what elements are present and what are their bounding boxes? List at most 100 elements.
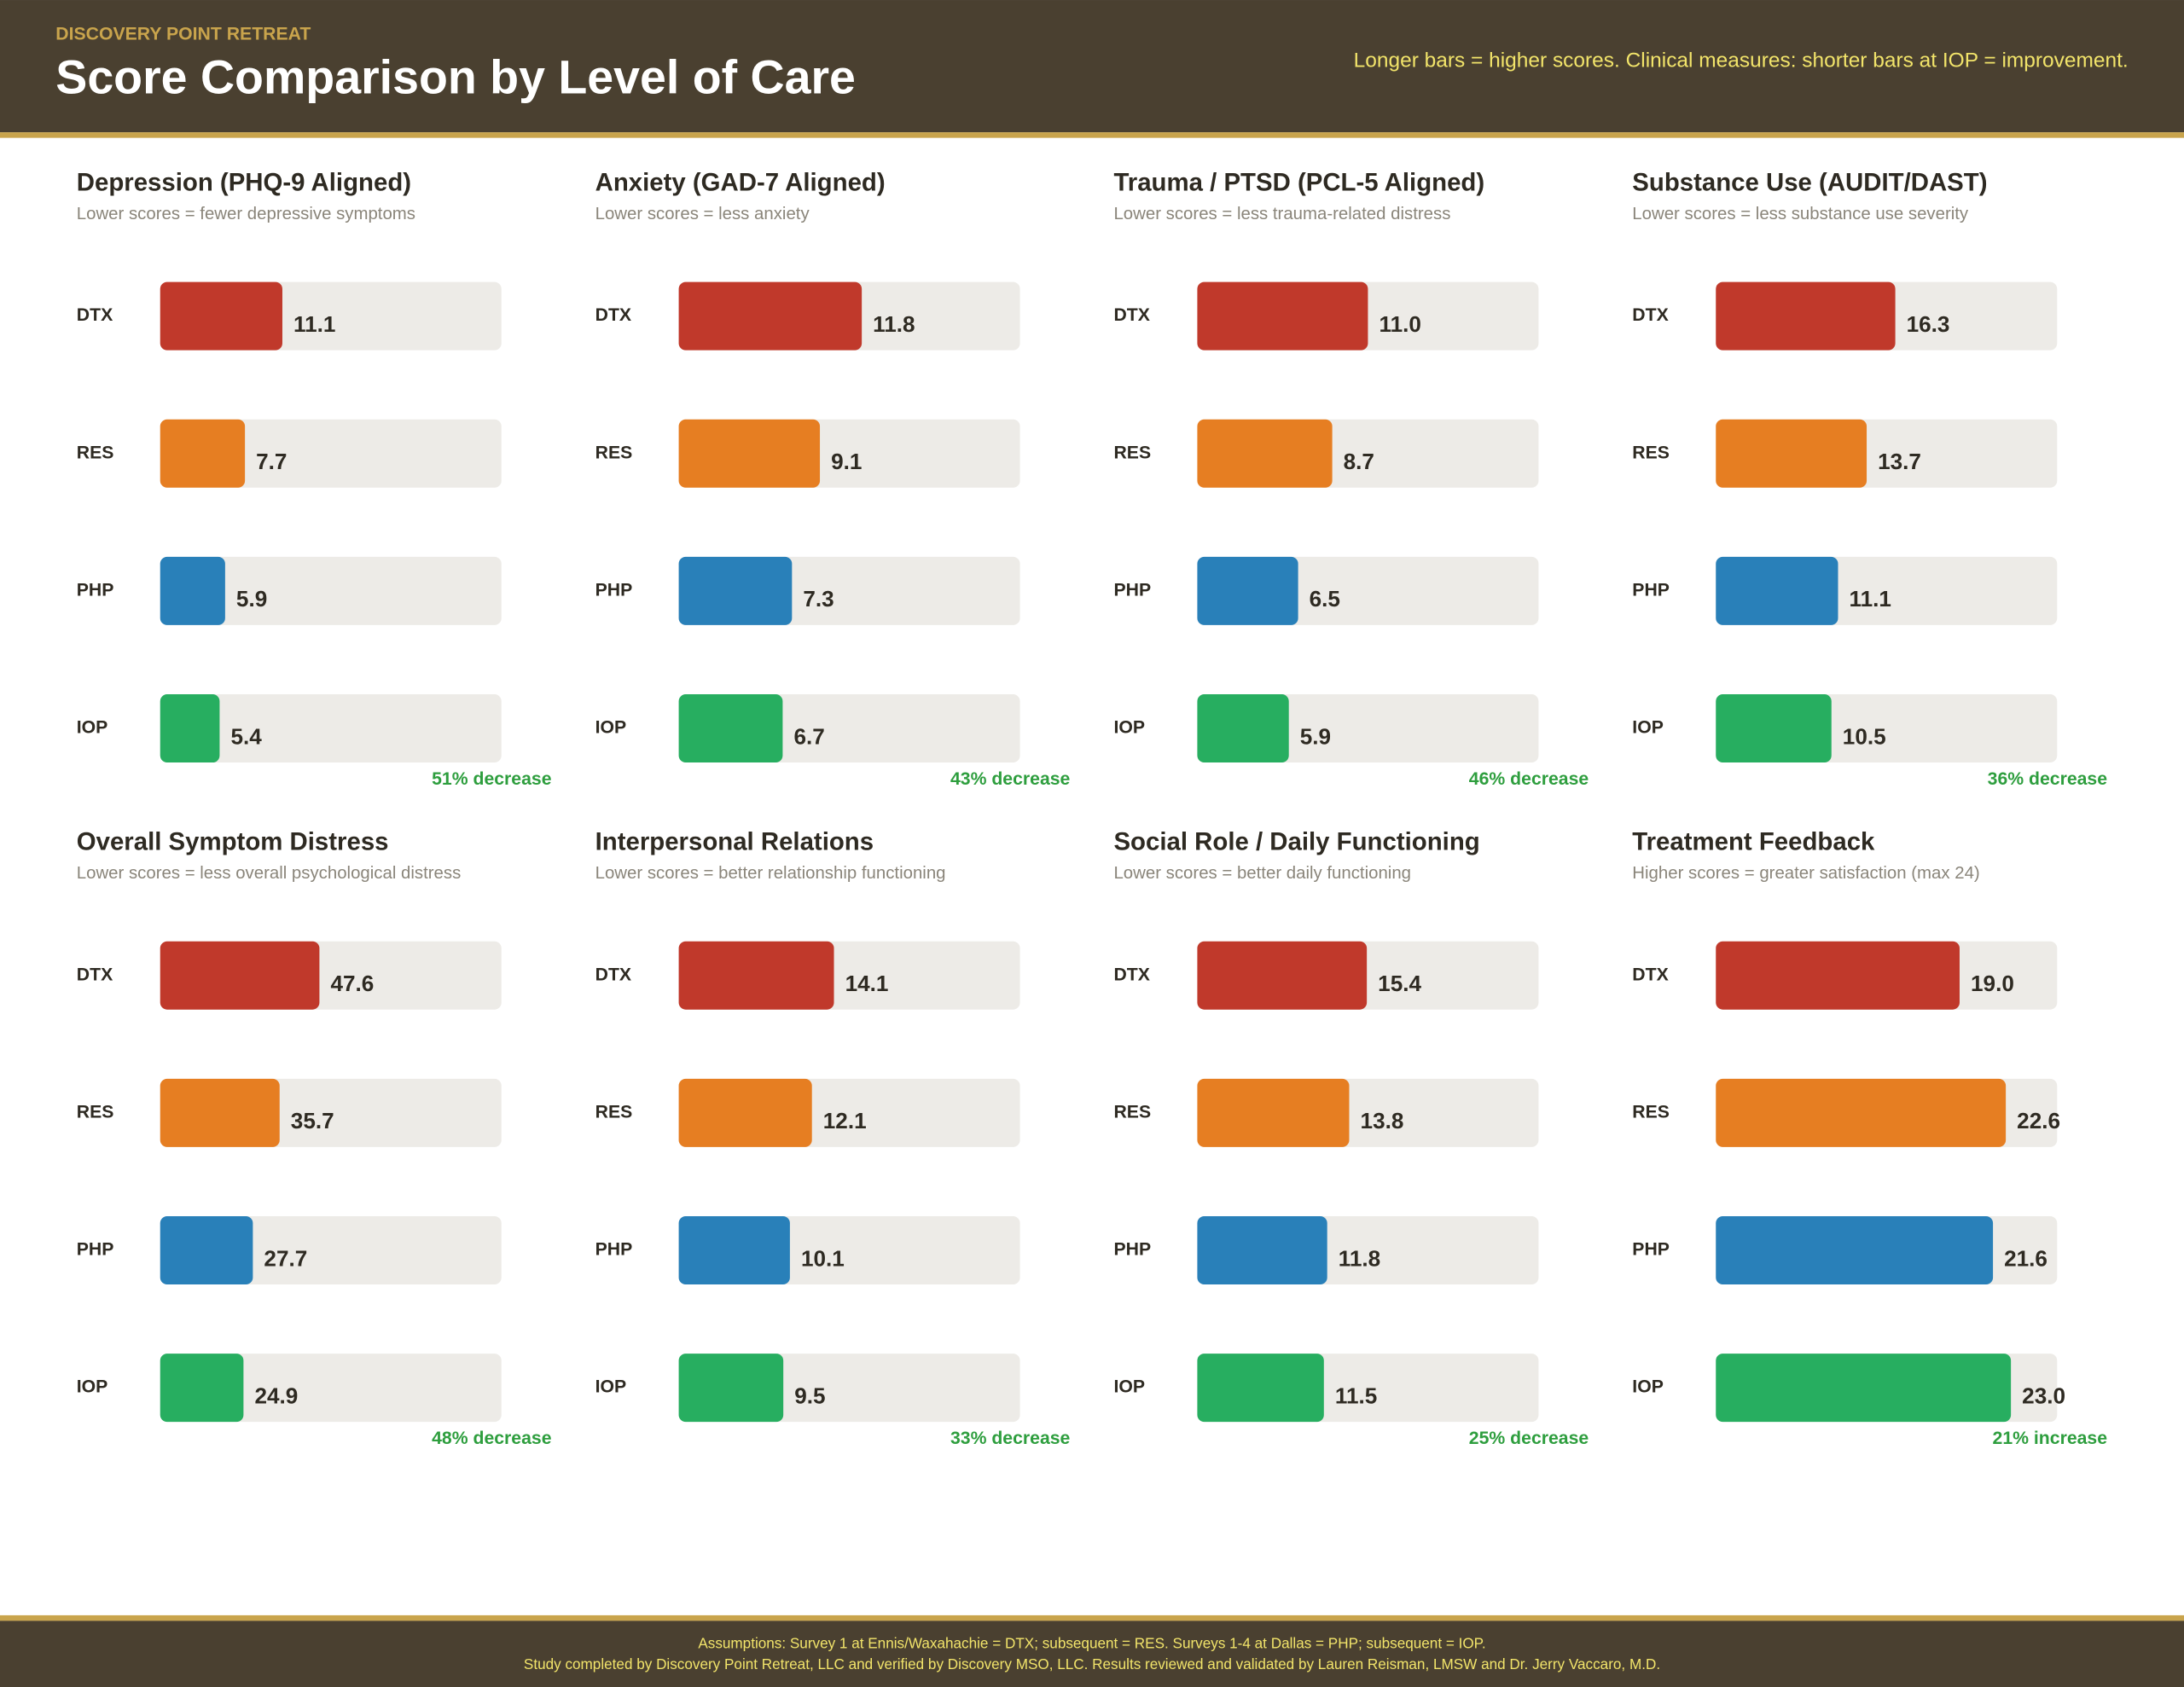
category-label: RES [595, 1102, 633, 1122]
panel-subtitle: Lower scores = less overall psychologica… [77, 864, 461, 883]
category-label: DTX [595, 305, 631, 325]
panel-title: Overall Symptom Distress [77, 827, 389, 855]
panel-subtitle: Lower scores = less anxiety [595, 205, 810, 223]
category-label: IOP [1632, 718, 1664, 738]
change-note: 25% decrease [1469, 1429, 1589, 1448]
value-label: 8.7 [1344, 449, 1374, 474]
category-label: RES [1113, 1102, 1151, 1122]
value-label: 47.6 [330, 971, 374, 996]
bar [160, 281, 282, 351]
footer-line: Study completed by Discovery Point Retre… [524, 1655, 1660, 1673]
category-label: PHP [1632, 1240, 1670, 1260]
value-label: 27.7 [264, 1245, 307, 1271]
category-label: IOP [77, 718, 108, 738]
value-label: 9.1 [831, 449, 862, 474]
bar [1197, 694, 1289, 763]
category-label: DTX [77, 965, 113, 984]
value-label: 6.7 [793, 723, 824, 749]
bar [1716, 1215, 1994, 1284]
category-label: DTX [1113, 965, 1149, 984]
bar [1197, 1354, 1324, 1423]
bar [160, 556, 225, 625]
category-label: RES [77, 1102, 114, 1122]
bar [1716, 941, 1960, 1010]
category-label: IOP [595, 718, 627, 738]
category-label: IOP [595, 1377, 627, 1397]
panel-title: Social Role / Daily Functioning [1113, 827, 1479, 855]
change-note: 21% increase [1993, 1429, 2108, 1448]
value-label: 35.7 [291, 1108, 334, 1133]
value-label: 14.1 [845, 971, 889, 996]
panel-title: Substance Use (AUDIT/DAST) [1632, 168, 1987, 196]
change-note: 51% decrease [432, 769, 552, 789]
bar [160, 419, 246, 488]
value-label: 6.5 [1310, 586, 1340, 612]
bar-track [160, 694, 502, 763]
value-label: 7.3 [803, 586, 834, 612]
bar [1197, 281, 1368, 351]
category-label: IOP [1113, 718, 1145, 738]
bar [1716, 281, 1896, 351]
category-label: PHP [1113, 1240, 1151, 1260]
footer-stripe [0, 1615, 2184, 1621]
eyebrow: DISCOVERY POINT RETREAT [55, 24, 311, 43]
category-label: DTX [1632, 305, 1668, 325]
category-label: DTX [1113, 305, 1149, 325]
value-label: 24.9 [254, 1383, 298, 1408]
change-note: 43% decrease [950, 769, 1071, 789]
bar [678, 556, 793, 625]
panel-title: Interpersonal Relations [595, 827, 874, 855]
bar [678, 281, 863, 351]
change-note: 33% decrease [950, 1429, 1071, 1448]
value-label: 11.8 [873, 311, 915, 337]
value-label: 19.0 [1971, 971, 2014, 996]
category-label: DTX [595, 965, 631, 984]
category-label: PHP [595, 1240, 633, 1260]
value-label: 5.9 [236, 586, 267, 612]
category-label: PHP [1632, 581, 1670, 600]
bar [1197, 556, 1298, 625]
value-label: 10.1 [801, 1245, 845, 1271]
value-label: 16.3 [1907, 311, 1950, 337]
panel-subtitle: Lower scores = fewer depressive symptoms [77, 205, 415, 223]
bar [160, 1354, 244, 1423]
bar [678, 694, 783, 763]
bar-track [160, 1354, 502, 1423]
category-label: IOP [1113, 1377, 1145, 1397]
category-label: RES [1632, 1102, 1670, 1122]
category-label: PHP [77, 581, 114, 600]
change-note: 46% decrease [1469, 769, 1589, 789]
panel-subtitle: Lower scores = better daily functioning [1113, 864, 1411, 883]
panel-subtitle: Lower scores = better relationship funct… [595, 864, 946, 883]
header-stripe [0, 132, 2184, 138]
value-label: 12.1 [823, 1108, 867, 1133]
change-note: 36% decrease [1988, 769, 2108, 789]
value-label: 5.9 [1300, 723, 1331, 749]
footer-line: Assumptions: Survey 1 at Ennis/Waxahachi… [698, 1635, 1485, 1652]
value-label: 15.4 [1378, 971, 1421, 996]
bar [1197, 941, 1368, 1010]
change-note: 48% decrease [432, 1429, 552, 1448]
category-label: DTX [77, 305, 113, 325]
value-label: 13.7 [1878, 449, 1921, 474]
category-label: RES [595, 443, 633, 462]
value-label: 11.5 [1335, 1383, 1377, 1408]
bar [1716, 419, 1867, 488]
bar [1716, 694, 1832, 763]
bar [1197, 419, 1333, 488]
value-label: 11.1 [1850, 586, 1891, 612]
bar-track [160, 419, 502, 488]
bar [678, 941, 834, 1010]
panel-title: Treatment Feedback [1632, 827, 1875, 855]
header-bar [0, 0, 2184, 133]
bar [160, 694, 220, 763]
bar [160, 941, 320, 1010]
value-label: 5.4 [230, 723, 262, 749]
category-label: PHP [595, 581, 633, 600]
value-label: 11.0 [1379, 311, 1420, 337]
category-label: RES [1113, 443, 1151, 462]
category-label: IOP [1632, 1377, 1664, 1397]
bar [678, 1354, 784, 1423]
panel-title: Depression (PHQ-9 Aligned) [77, 168, 411, 196]
category-label: RES [1632, 443, 1670, 462]
